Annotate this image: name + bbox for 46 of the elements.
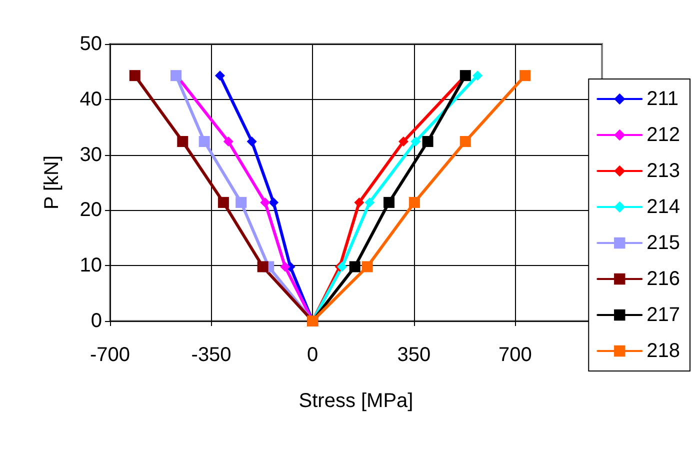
point <box>223 136 234 147</box>
x-tick-label: 700 <box>498 344 532 366</box>
legend-label: 217 <box>646 304 680 326</box>
point <box>422 136 434 148</box>
point <box>472 70 483 81</box>
point <box>198 136 210 148</box>
point <box>260 197 270 208</box>
point <box>410 136 421 147</box>
point <box>246 136 257 147</box>
point <box>218 196 229 208</box>
point <box>398 136 408 147</box>
point <box>362 261 373 272</box>
y-axis-title: P [kN] <box>41 155 63 210</box>
point <box>214 70 225 81</box>
point <box>383 196 394 208</box>
legend-label: 211 <box>646 88 679 110</box>
point <box>337 262 348 272</box>
x-axis-title: Stress [MPa] <box>298 390 414 412</box>
y-tick-label: 50 <box>80 33 102 55</box>
y-tick-label: 10 <box>80 254 102 277</box>
point <box>129 70 140 82</box>
y-tick-label: 20 <box>80 199 102 222</box>
point <box>349 261 360 272</box>
x-tick-label: 350 <box>397 344 431 366</box>
legend-label: 212 <box>646 124 680 146</box>
point <box>257 261 268 272</box>
point <box>520 70 531 82</box>
point <box>354 197 364 208</box>
legend-label: 218 <box>646 340 680 362</box>
y-tick-label: 0 <box>90 310 102 332</box>
y-tick-label: 40 <box>80 88 102 110</box>
point <box>364 197 375 208</box>
point <box>268 197 279 208</box>
x-tick-label: -350 <box>191 344 232 366</box>
point <box>280 262 290 272</box>
point <box>408 196 420 208</box>
x-tick-label: -700 <box>90 344 130 366</box>
legend-label: 215 <box>646 232 680 254</box>
x-tick-label: 0 <box>307 344 318 366</box>
point <box>177 136 188 148</box>
legend-label: 216 <box>646 268 680 290</box>
legend-label: 213 <box>646 160 680 182</box>
point <box>236 196 247 208</box>
point <box>460 136 471 148</box>
y-tick-label: 30 <box>80 144 102 166</box>
legend-label: 214 <box>646 196 680 218</box>
